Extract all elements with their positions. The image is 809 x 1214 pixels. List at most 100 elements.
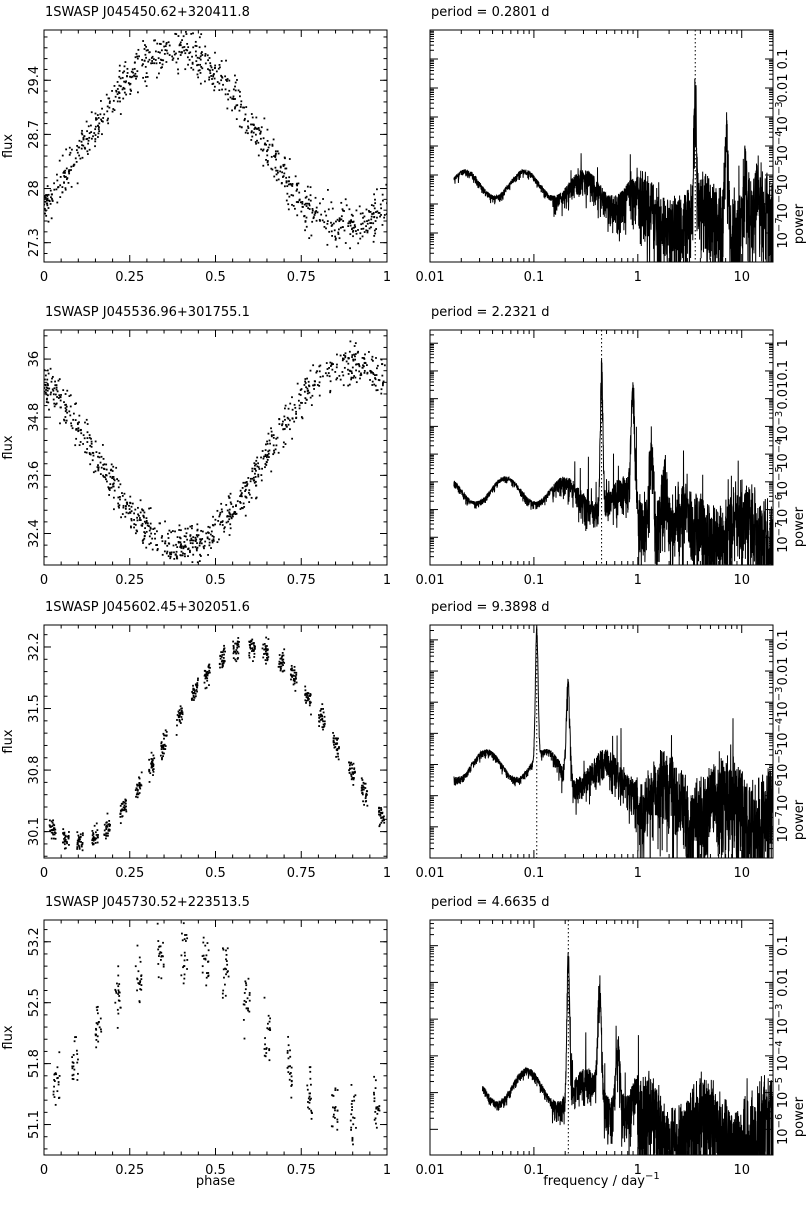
data-point — [361, 212, 364, 215]
data-point — [159, 43, 162, 45]
data-point — [318, 720, 321, 723]
data-point — [162, 746, 164, 749]
data-point — [163, 53, 166, 55]
data-point — [299, 389, 302, 391]
data-point — [306, 392, 309, 395]
data-point — [301, 417, 304, 420]
data-point — [308, 700, 311, 703]
data-point — [95, 1022, 98, 1024]
data-point — [139, 980, 142, 982]
data-point — [334, 235, 337, 238]
data-point — [242, 106, 244, 109]
data-point — [221, 992, 224, 995]
data-point — [268, 1059, 271, 1062]
data-point — [353, 1099, 356, 1102]
data-point — [98, 1026, 101, 1029]
data-point — [194, 536, 197, 539]
data-point — [141, 58, 143, 61]
data-point — [237, 643, 240, 646]
data-point — [237, 637, 240, 639]
data-point — [341, 226, 344, 229]
data-point — [69, 151, 72, 154]
data-point — [65, 419, 68, 422]
data-point — [108, 829, 111, 832]
data-point — [64, 410, 67, 413]
data-point — [76, 1053, 79, 1055]
data-point — [121, 815, 124, 818]
data-point — [380, 392, 383, 395]
data-point — [360, 786, 363, 789]
data-point — [213, 73, 215, 75]
data-point — [189, 539, 192, 542]
periodogram-panel-2: period = 0.2801 d0.01 0.1 1 1010−710−610−51… — [416, 5, 807, 285]
data-point — [180, 51, 183, 54]
data-point — [193, 690, 196, 692]
data-point — [144, 80, 147, 83]
data-point — [274, 448, 277, 451]
data-point — [145, 530, 148, 533]
data-point — [351, 771, 354, 774]
data-point — [226, 963, 229, 966]
data-point — [226, 509, 229, 512]
data-point — [138, 776, 140, 779]
data-point — [257, 127, 260, 129]
data-point — [161, 535, 164, 537]
data-point — [64, 169, 67, 172]
data-point — [55, 188, 58, 191]
data-point — [275, 158, 277, 161]
data-point — [74, 1036, 76, 1039]
data-point — [265, 158, 267, 161]
data-point — [183, 959, 186, 962]
data-point — [267, 452, 270, 455]
data-point — [176, 724, 178, 727]
data-point — [95, 1039, 98, 1041]
data-point — [308, 1101, 311, 1104]
data-point — [286, 1052, 289, 1054]
data-point — [232, 657, 235, 660]
data-point — [116, 93, 119, 96]
data-point — [82, 137, 85, 139]
data-point — [287, 1065, 290, 1068]
data-point — [205, 976, 208, 979]
data-point — [257, 475, 260, 478]
data-point — [186, 538, 189, 541]
data-point — [118, 506, 120, 509]
data-point — [159, 959, 162, 961]
data-point — [266, 656, 268, 659]
data-point — [272, 138, 275, 141]
data-point — [232, 640, 235, 643]
data-point — [281, 171, 284, 174]
data-point — [332, 1106, 334, 1109]
data-point — [116, 982, 118, 985]
data-point — [151, 60, 154, 62]
data-point — [260, 456, 262, 459]
data-point — [165, 734, 168, 737]
data-point — [281, 423, 284, 425]
data-point — [229, 515, 232, 518]
data-point — [353, 1117, 356, 1119]
data-point — [190, 537, 193, 540]
data-point — [183, 46, 186, 48]
data-point — [173, 53, 176, 56]
data-point — [334, 237, 337, 240]
data-point — [72, 1078, 75, 1081]
data-point — [112, 496, 115, 499]
data-point — [351, 1136, 354, 1139]
data-point — [251, 638, 254, 641]
data-point — [381, 193, 384, 196]
data-point — [287, 423, 290, 426]
data-point — [232, 88, 235, 91]
data-point — [61, 841, 64, 844]
data-point — [55, 1073, 58, 1076]
data-point — [322, 720, 325, 723]
data-point — [332, 363, 334, 365]
data-point — [158, 522, 161, 525]
data-point — [73, 163, 76, 166]
data-points — [44, 340, 386, 565]
data-point — [254, 476, 257, 478]
data-point — [107, 487, 110, 490]
data-point — [365, 208, 368, 211]
data-point — [138, 777, 141, 780]
data-point — [355, 209, 358, 212]
data-point — [117, 479, 120, 482]
